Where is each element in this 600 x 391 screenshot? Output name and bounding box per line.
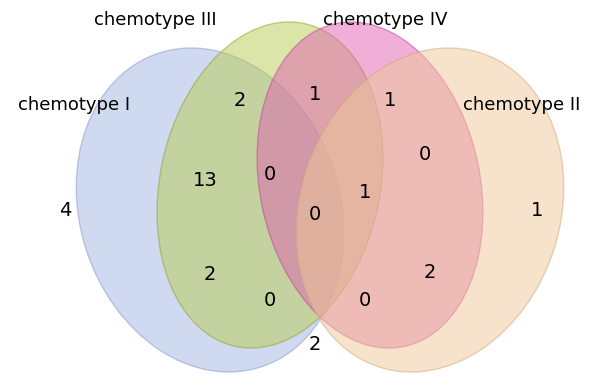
Text: chemotype III: chemotype III [94, 11, 217, 29]
Text: 0: 0 [359, 291, 371, 310]
Ellipse shape [257, 22, 483, 348]
Text: 0: 0 [264, 291, 276, 310]
Text: 0: 0 [309, 206, 321, 224]
Text: 4: 4 [59, 201, 71, 219]
Ellipse shape [157, 22, 383, 348]
Text: 1: 1 [309, 86, 321, 104]
Text: 2: 2 [204, 265, 216, 285]
Text: 0: 0 [419, 145, 431, 165]
Text: chemotype I: chemotype I [18, 96, 130, 114]
Text: 2: 2 [309, 335, 321, 355]
Ellipse shape [296, 48, 564, 372]
Text: 13: 13 [193, 170, 217, 190]
Ellipse shape [76, 48, 344, 372]
Text: 0: 0 [264, 165, 276, 185]
Text: 1: 1 [359, 183, 371, 201]
Text: chemotype II: chemotype II [463, 96, 580, 114]
Text: chemotype IV: chemotype IV [323, 11, 447, 29]
Text: 1: 1 [531, 201, 543, 219]
Text: 2: 2 [234, 90, 246, 109]
Text: 1: 1 [384, 90, 396, 109]
Text: 2: 2 [424, 262, 436, 282]
